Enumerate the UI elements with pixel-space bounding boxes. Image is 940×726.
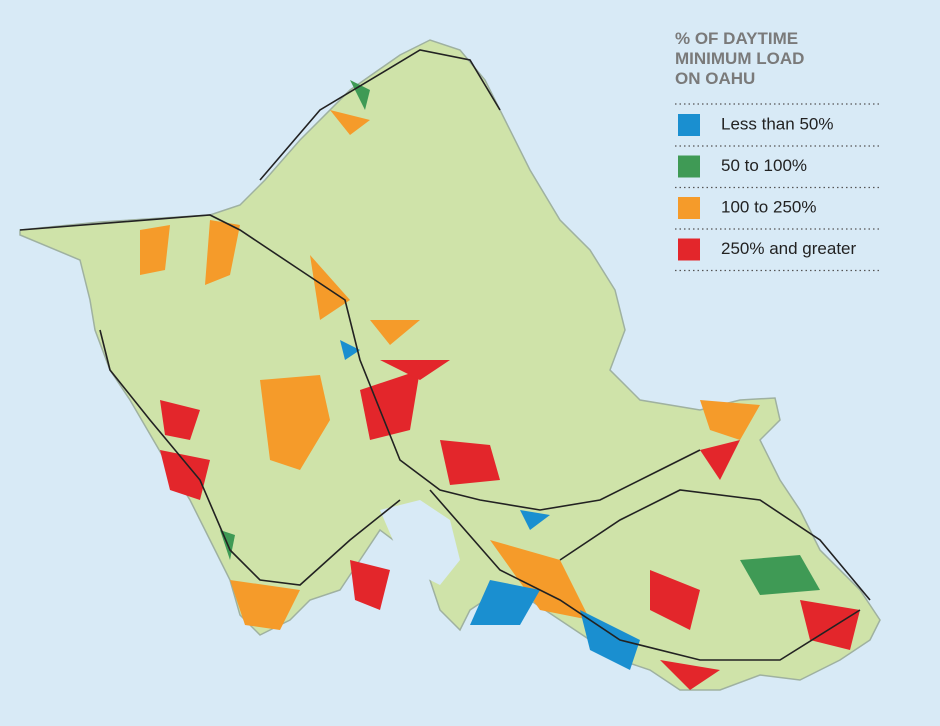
legend-label: Less than 50% xyxy=(721,114,833,133)
load-patches xyxy=(140,80,860,690)
legend-swatch xyxy=(678,238,700,261)
roads xyxy=(19,49,871,661)
legend-label: 250% and greater xyxy=(721,239,856,258)
legend-swatch xyxy=(678,155,700,178)
legend-title: ON OAHU xyxy=(675,69,755,88)
legend-label: 100 to 250% xyxy=(721,197,816,216)
legend-swatch xyxy=(678,197,700,219)
legend-label: 50 to 100% xyxy=(721,156,807,175)
harbor xyxy=(380,500,460,585)
legend-swatch xyxy=(678,114,700,136)
legend-title: % OF DAYTIME xyxy=(675,29,798,48)
legend-title: MINIMUM LOAD xyxy=(675,49,804,68)
